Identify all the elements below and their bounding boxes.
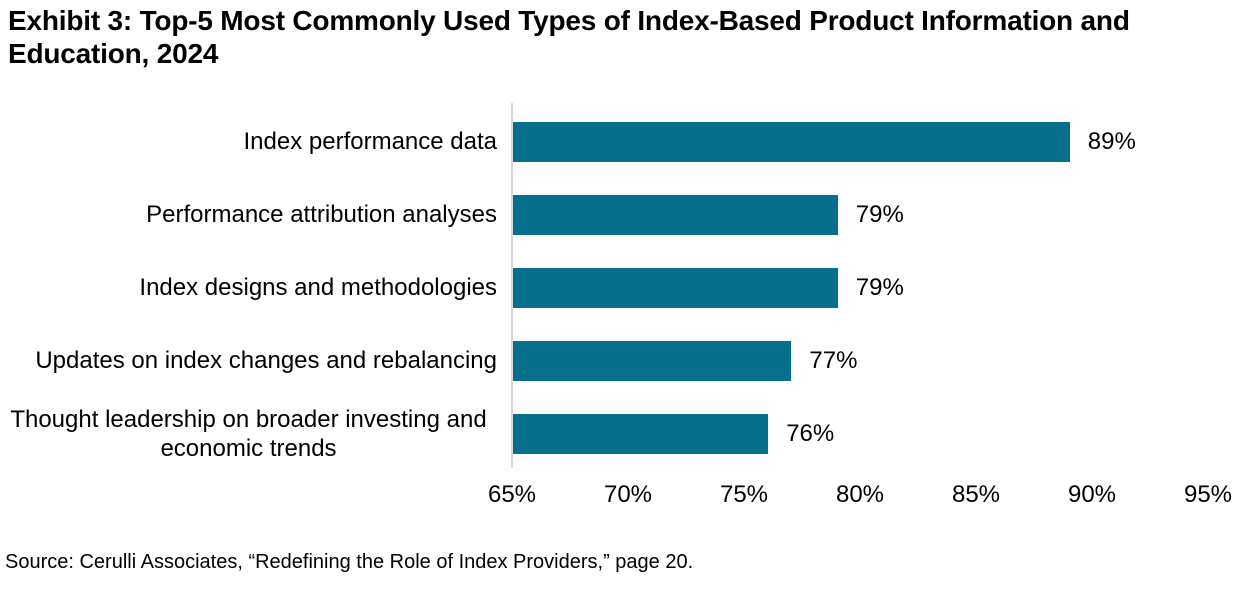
category-label-cell: Thought leadership on broader investing … [0,405,497,463]
bar [513,340,792,381]
chart-row: Performance attribution analyses 79% [0,178,1251,251]
bar-cell: 77% [513,324,1251,397]
chart-row: Updates on index changes and rebalancing… [0,324,1251,397]
bar [513,194,838,235]
category-label-cell: Performance attribution analyses [0,200,497,229]
category-label: Index performance data [243,128,498,155]
value-label: 76% [786,419,835,447]
bar-cell: 76% [513,397,1251,470]
x-tick-label: 90% [1067,481,1117,508]
x-tick-label: 85% [951,481,1001,508]
plot-area: Index performance data 89% Performance a… [0,105,1251,470]
bar [513,267,838,308]
category-label-cell: Index designs and methodologies [0,273,497,302]
bar [513,121,1070,162]
chart-row: Index performance data 89% [0,105,1251,178]
category-label-cell: Updates on index changes and rebalancing [0,346,497,375]
bar [513,413,769,454]
value-label: 77% [809,346,858,374]
x-tick-label: 75% [719,481,769,508]
x-axis: 65% 70% 75% 80% 85% 90% 95% [0,481,1251,511]
bar-cell: 79% [513,178,1251,251]
x-tick-label: 65% [487,481,537,508]
x-tick-label: 80% [835,481,885,508]
value-label: 89% [1087,127,1136,155]
category-label: Index designs and methodologies [139,274,497,301]
bar-cell: 79% [513,251,1251,324]
category-label: Updates on index changes and rebalancing [35,347,497,374]
category-label: Performance attribution analyses [146,201,497,228]
source-note: Source: Cerulli Associates, “Redefining … [5,551,694,573]
chart-row: Thought leadership on broader investing … [0,397,1251,470]
bar-cell: 89% [513,105,1251,178]
x-tick-label: 70% [603,481,653,508]
value-label: 79% [855,200,904,228]
value-label: 79% [855,273,904,301]
x-tick-label: 95% [1183,481,1233,508]
y-axis-line [511,103,513,468]
category-label: Thought leadership on broader investing … [10,405,487,462]
category-label-cell: Index performance data [0,127,498,156]
chart-title: Exhibit 3: Top-5 Most Commonly Used Type… [8,5,1130,69]
chart-row: Index designs and methodologies 79% [0,251,1251,324]
